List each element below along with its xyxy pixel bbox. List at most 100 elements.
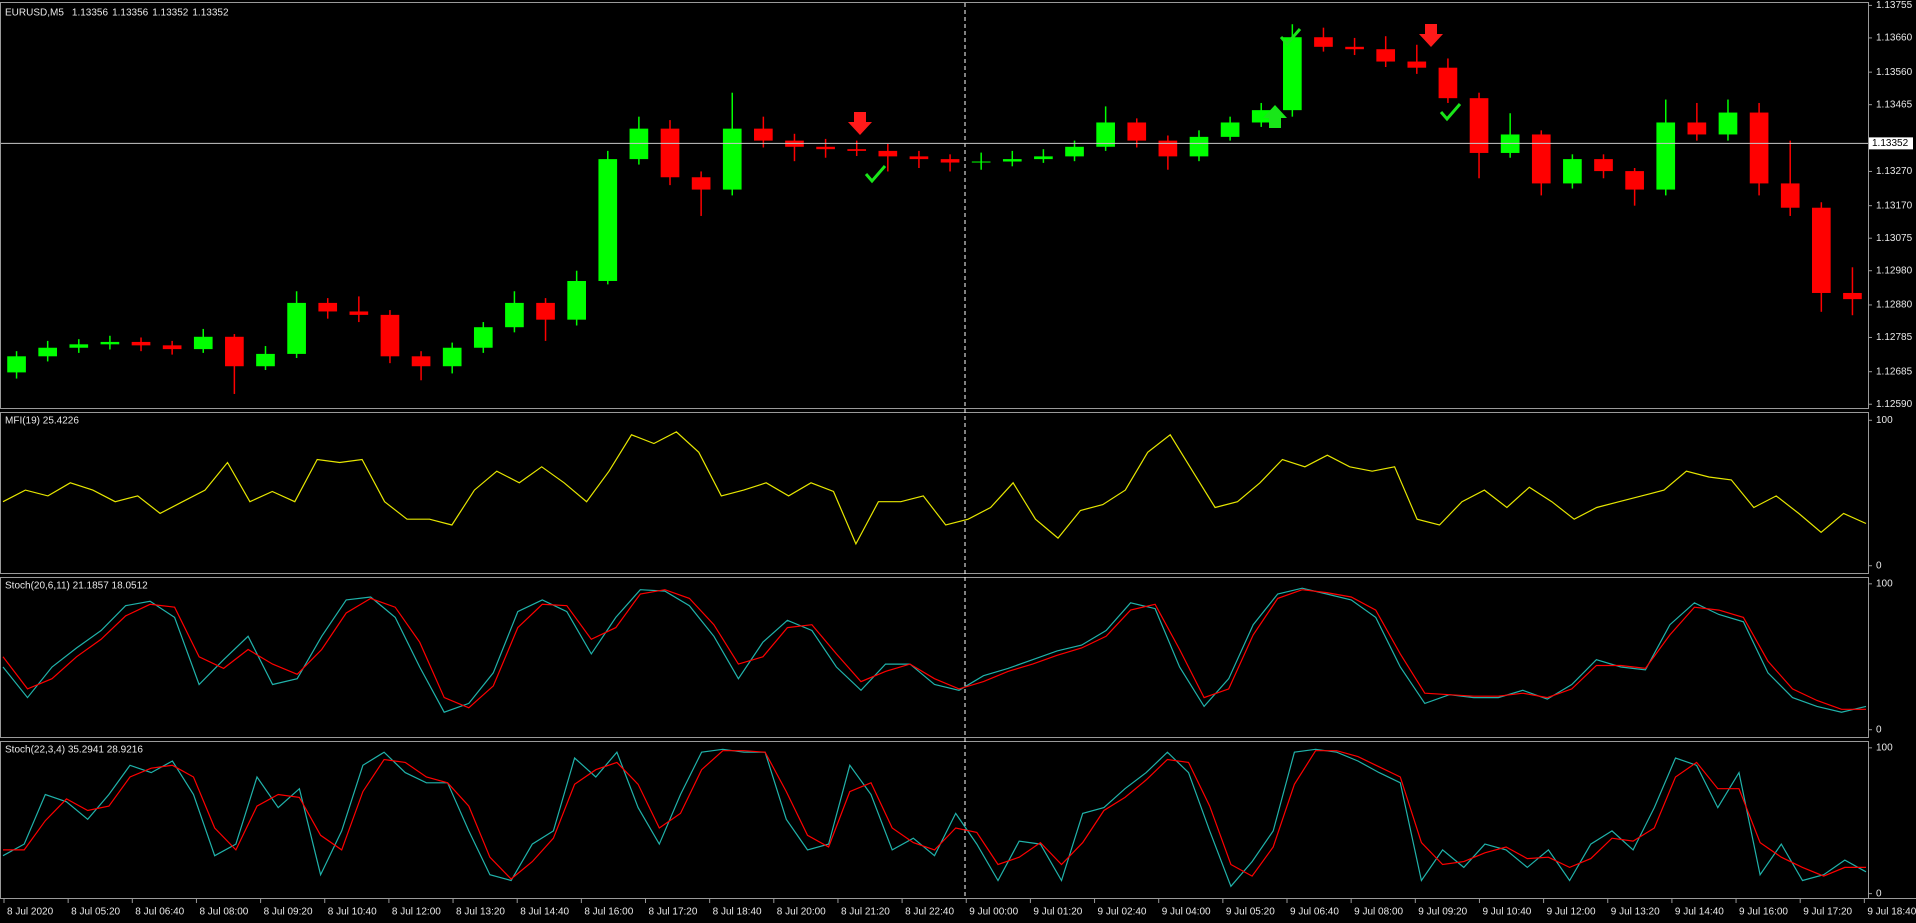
candle-body	[411, 356, 431, 367]
x-tick-label: 8 Jul 2020	[7, 907, 54, 918]
candle-body	[131, 341, 151, 346]
sell-arrow	[1419, 24, 1443, 47]
bid-label: 1.13352	[1872, 138, 1909, 149]
y-tick-label: 1.12785	[1876, 332, 1913, 343]
candle-body	[318, 302, 338, 312]
candle-body	[1438, 67, 1458, 99]
candle-body	[442, 347, 462, 367]
candle-body	[878, 150, 898, 157]
candle-body	[1158, 140, 1178, 157]
buy-arrow	[1263, 105, 1287, 128]
x-tick-label: 9 Jul 12:00	[1547, 907, 1596, 918]
candle-body	[1749, 112, 1769, 184]
pane-frames	[0, 2, 1916, 899]
mfi-pane	[0, 412, 1869, 574]
candle-body	[1376, 49, 1396, 62]
y-tick-label: 0	[1876, 560, 1882, 571]
indicator-title: Stoch(20,6,11) 21.1857 18.0512	[5, 581, 148, 592]
candle-body	[660, 128, 680, 178]
x-tick-label: 9 Jul 18:40	[1867, 907, 1916, 918]
candle-body	[349, 311, 369, 315]
bid-label-box	[1869, 137, 1913, 150]
ohlc-value: 1.13356	[112, 8, 149, 19]
y-tick-label: 0	[1876, 888, 1882, 899]
x-tick-label: 8 Jul 09:20	[264, 907, 313, 918]
indicator-title: MFI(19) 25.4226	[5, 416, 79, 427]
x-tick-label: 9 Jul 10:40	[1482, 907, 1531, 918]
check-mark	[1279, 28, 1302, 47]
x-tick-label: 9 Jul 14:40	[1675, 907, 1724, 918]
y-tick-label: 1.13465	[1876, 99, 1913, 110]
sell-arrow	[848, 112, 872, 135]
candle-body	[1314, 37, 1333, 47]
candle-body	[691, 177, 711, 190]
x-tick-label: 9 Jul 02:40	[1098, 907, 1147, 918]
x-tick-label: 9 Jul 06:40	[1290, 907, 1339, 918]
x-tick-label: 8 Jul 21:20	[841, 907, 890, 918]
candle-body	[754, 128, 773, 141]
ohlc-value: 1.13352	[192, 8, 229, 19]
x-tick-label: 8 Jul 05:20	[71, 907, 120, 918]
candle-body	[629, 128, 649, 160]
candle-body	[598, 159, 618, 281]
x-tick-label: 9 Jul 17:20	[1803, 907, 1852, 918]
y-tick-label: 1.13270	[1876, 166, 1913, 177]
candle-body	[256, 353, 275, 367]
candle-body	[1687, 122, 1707, 135]
indicator-line	[3, 750, 1866, 880]
candle-body	[1002, 159, 1022, 162]
candle-body	[1811, 207, 1831, 293]
ohlc-value: 1.13356	[72, 8, 109, 19]
y-tick-label: 100	[1876, 415, 1893, 426]
x-tick-label: 8 Jul 06:40	[135, 907, 184, 918]
x-tick-label: 8 Jul 22:40	[905, 907, 954, 918]
candle-body	[909, 156, 929, 160]
candle-body	[940, 159, 960, 163]
x-tick-label: 9 Jul 13:20	[1611, 907, 1660, 918]
check-mark	[864, 165, 887, 184]
x-tick-label: 8 Jul 13:20	[456, 907, 505, 918]
y-tick-label: 100	[1876, 578, 1893, 589]
x-tick-label: 8 Jul 08:00	[199, 907, 248, 918]
candle-body	[1407, 61, 1427, 68]
candle-body	[722, 128, 742, 190]
candle-body	[1096, 122, 1115, 147]
candle-body	[1469, 98, 1489, 153]
candle-body	[1843, 292, 1862, 300]
candle-body	[287, 302, 306, 354]
candle-body	[567, 280, 586, 320]
candle-body	[225, 336, 244, 367]
candle-body	[1034, 156, 1053, 160]
candle-body	[193, 336, 213, 350]
y-tick-label: 1.12590	[1876, 399, 1913, 410]
chart-title: EURUSD,M5	[5, 8, 64, 19]
x-tick-label: 9 Jul 05:20	[1226, 907, 1275, 918]
x-tick-label: 8 Jul 17:20	[649, 907, 698, 918]
x-tick-label: 8 Jul 14:40	[520, 907, 569, 918]
x-tick-label: 8 Jul 20:00	[777, 907, 826, 918]
y-tick-label: 0	[1876, 724, 1882, 735]
check-mark	[1439, 103, 1462, 122]
x-tick-label: 8 Jul 18:40	[713, 907, 762, 918]
x-tick-label: 9 Jul 16:00	[1739, 907, 1788, 918]
candle-body	[1220, 122, 1240, 137]
indicator-line	[2, 431, 1867, 546]
x-tick-label: 9 Jul 08:00	[1354, 907, 1403, 918]
y-tick-label: 1.13755	[1876, 0, 1913, 11]
candle-body	[1283, 37, 1302, 111]
candle-body	[1594, 159, 1613, 172]
x-tick-label: 8 Jul 12:00	[392, 907, 441, 918]
candle-body	[1189, 136, 1209, 157]
ohlc-value: 1.13352	[152, 8, 189, 19]
candle-body	[1563, 159, 1582, 184]
candle-body	[100, 341, 120, 345]
x-tick-label: 9 Jul 04:00	[1162, 907, 1211, 918]
candle-body	[69, 344, 89, 348]
y-tick-label: 1.13075	[1876, 233, 1913, 244]
candle-body	[1345, 46, 1364, 50]
candle-body	[1656, 122, 1676, 190]
x-tick-label: 9 Jul 09:20	[1418, 907, 1467, 918]
